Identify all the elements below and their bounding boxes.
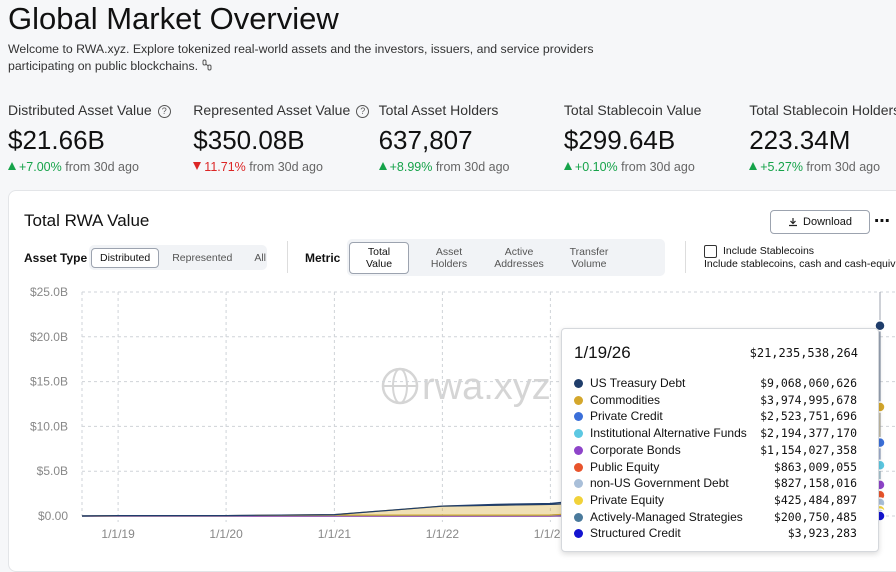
tooltip-value: $425,484,897 <box>774 493 857 507</box>
legend-label: Corporate Bonds <box>590 443 681 457</box>
tooltip-row: Structured Credit $3,923,283 <box>573 526 857 542</box>
x-tick-label: 1/1/20 <box>209 527 243 541</box>
legend-label: Institutional Alternative Funds <box>590 426 747 440</box>
legend-label: Private Equity <box>590 493 664 507</box>
tooltip-value: $863,009,055 <box>774 460 857 474</box>
x-tick-label: 1/1/21 <box>318 527 352 541</box>
tooltip-value: $3,974,995,678 <box>760 393 857 407</box>
tooltip-total: $21,235,538,264 <box>750 346 858 360</box>
y-tick-label: $10.0B <box>30 419 68 433</box>
tooltip-row: Institutional Alternative Funds $2,194,37… <box>573 426 857 442</box>
legend-swatch <box>574 446 583 455</box>
legend-label: Public Equity <box>590 460 659 474</box>
tooltip-value: $200,750,485 <box>774 510 857 524</box>
page: Global Market Overview Welcome to RWA.xy… <box>0 0 896 558</box>
tooltip-value: $2,523,751,696 <box>760 409 857 423</box>
tooltip-row: Private Credit $2,523,751,696 <box>573 409 857 425</box>
legend-swatch <box>574 429 583 438</box>
legend-swatch <box>574 513 583 522</box>
tooltip-row: Commodities $3,974,995,678 <box>573 393 857 409</box>
legend-label: Commodities <box>590 393 660 407</box>
tooltip-value: $3,923,283 <box>788 526 857 540</box>
y-tick-label: $5.0B <box>37 464 68 478</box>
legend-swatch <box>574 396 583 405</box>
legend-label: Structured Credit <box>590 526 681 540</box>
chart-tooltip: 1/19/26 $21,235,538,264 US Treasury Debt $9… <box>561 328 879 552</box>
tooltip-value: $1,154,027,358 <box>760 443 857 457</box>
tooltip-value: $827,158,016 <box>774 476 857 490</box>
tooltip-row: Public Equity $863,009,055 <box>573 460 857 476</box>
tooltip-row: Private Equity $425,484,897 <box>573 493 857 509</box>
x-tick-label: 1/1/19 <box>101 527 135 541</box>
watermark: rwa.xyz <box>383 366 551 408</box>
legend-swatch <box>574 479 583 488</box>
tooltip-row: US Treasury Debt $9,068,060,626 <box>573 376 857 392</box>
tooltip-row: Corporate Bonds $1,154,027,358 <box>573 443 857 459</box>
watermark-text: rwa.xyz <box>422 366 551 408</box>
legend-label: Actively-Managed Strategies <box>590 510 743 524</box>
tooltip-value: $2,194,377,170 <box>760 426 857 440</box>
legend-swatch <box>574 379 583 388</box>
tooltip-row: non-US Government Debt $827,158,016 <box>573 476 857 492</box>
tooltip-row: Actively-Managed Strategies $200,750,485 <box>573 510 857 526</box>
legend-swatch <box>574 529 583 538</box>
x-tick-label: 1/1/22 <box>426 527 460 541</box>
legend-swatch <box>574 412 583 421</box>
y-tick-label: $20.0B <box>30 330 68 344</box>
y-tick-label: $25.0B <box>30 285 68 299</box>
legend-label: US Treasury Debt <box>590 376 685 390</box>
legend-swatch <box>574 496 583 505</box>
legend-label: non-US Government Debt <box>590 476 729 490</box>
legend-label: Private Credit <box>590 409 663 423</box>
tooltip-date: 1/19/26 <box>574 343 631 363</box>
y-tick-label: $0.00 <box>38 509 68 523</box>
tooltip-value: $9,068,060,626 <box>760 376 857 390</box>
legend-swatch <box>574 463 583 472</box>
y-tick-label: $15.0B <box>30 375 68 389</box>
